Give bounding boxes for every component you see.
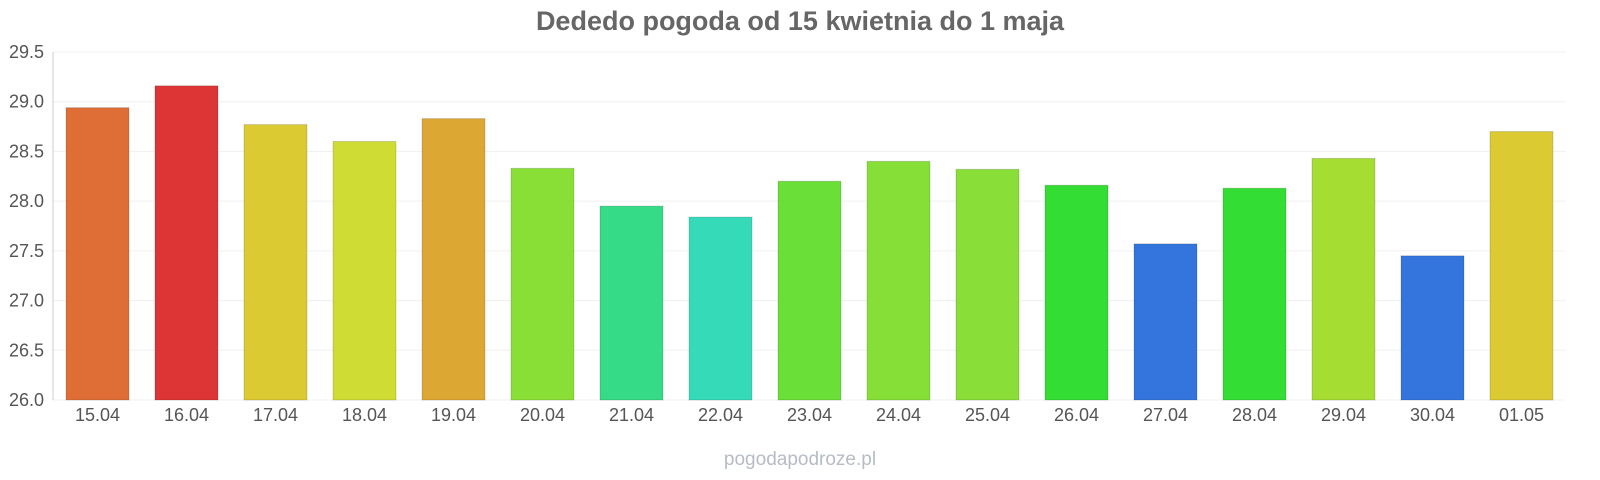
watermark: pogodapodroze.pl (723, 449, 877, 470)
bar-22.04 (688, 216, 753, 401)
bar-30.04 (1400, 255, 1465, 401)
chart-title: Dededo pogoda od 15 kwietnia do 1 maja (535, 6, 1065, 36)
bar-29.04 (1311, 157, 1376, 401)
x-tick-label: 15.04 (75, 405, 120, 425)
bar-23.04 (777, 180, 842, 401)
bar-25.04 (955, 168, 1020, 401)
bar-15.04 (65, 107, 130, 401)
bar-24.04 (866, 160, 931, 401)
y-axis-ticks: 26.0 26.5 27.0 27.5 28.0 28.5 29.0 29.5 (9, 42, 44, 410)
x-tick-label: 27.04 (1143, 405, 1188, 425)
x-tick-label: 22.04 (698, 405, 743, 425)
x-tick-label: 25.04 (965, 405, 1010, 425)
bar-17.04 (243, 124, 308, 401)
x-tick-label: 19.04 (431, 405, 476, 425)
bar-18.04 (332, 140, 397, 401)
x-tick-label: 23.04 (787, 405, 832, 425)
x-tick-label: 01.05 (1499, 405, 1544, 425)
y-tick-label: 26.0 (9, 390, 44, 410)
x-tick-label: 20.04 (520, 405, 565, 425)
y-tick-label: 26.5 (9, 340, 44, 360)
x-tick-label: 24.04 (876, 405, 921, 425)
x-axis-labels: 15.04 16.04 17.04 18.04 19.04 20.04 21.04 22.04… (75, 405, 1544, 425)
x-tick-label: 26.04 (1054, 405, 1099, 425)
y-tick-label: 27.0 (9, 291, 44, 311)
bar-01.05 (1489, 131, 1554, 401)
bar-16.04 (154, 85, 219, 401)
y-tick-label: 28.5 (9, 141, 44, 161)
bar-28.04 (1222, 187, 1287, 401)
y-tick-label: 27.5 (9, 241, 44, 261)
y-tick-label: 29.0 (9, 92, 44, 112)
x-tick-label: 30.04 (1410, 405, 1455, 425)
x-tick-label: 18.04 (342, 405, 387, 425)
bar-27.04 (1133, 243, 1198, 401)
x-tick-label: 17.04 (253, 405, 298, 425)
bar-20.04 (510, 167, 575, 401)
bars (65, 85, 1554, 401)
x-tick-label: 28.04 (1232, 405, 1277, 425)
bar-26.04 (1044, 184, 1109, 401)
bar-21.04 (599, 205, 664, 401)
x-tick-label: 16.04 (164, 405, 209, 425)
x-tick-label: 21.04 (609, 405, 654, 425)
bar-19.04 (421, 118, 486, 401)
y-tick-label: 29.5 (9, 42, 44, 62)
y-tick-label: 28.0 (9, 191, 44, 211)
x-tick-label: 29.04 (1321, 405, 1366, 425)
